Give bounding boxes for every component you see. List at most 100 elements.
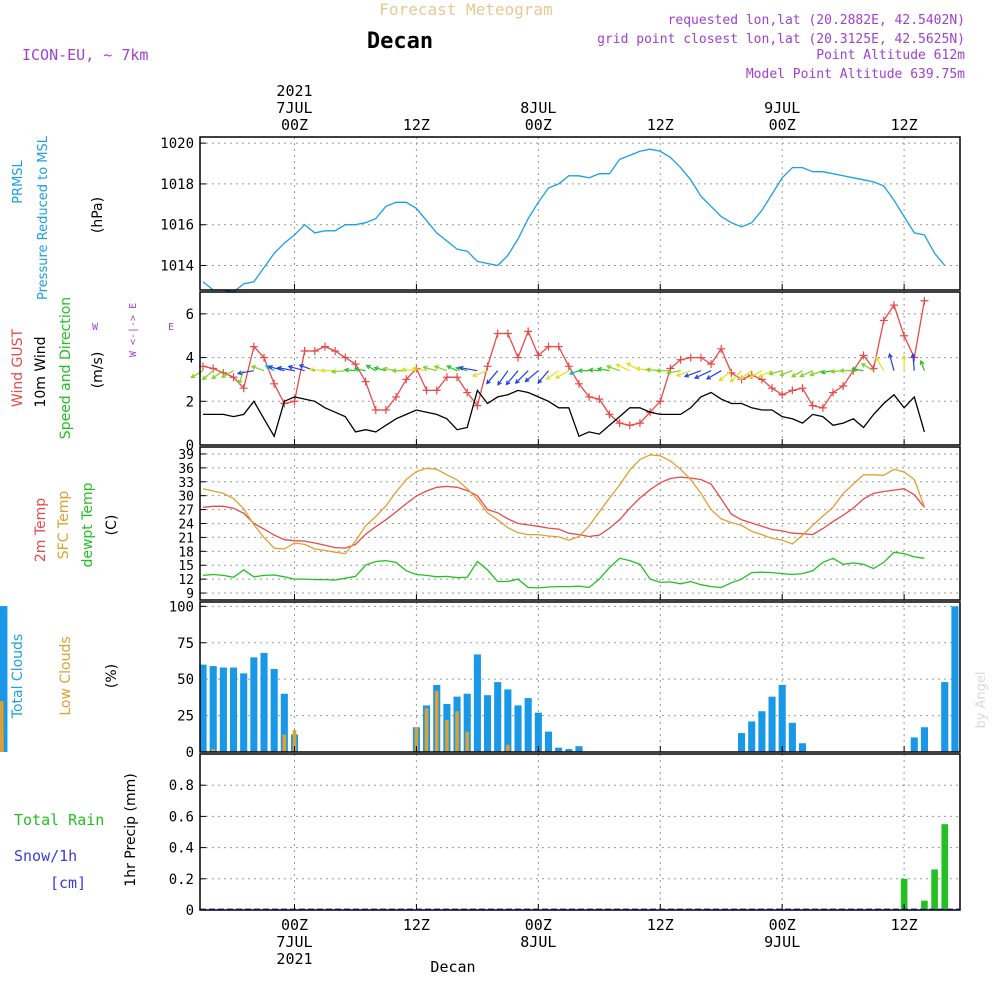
- y-tick-label: 0.4: [169, 841, 194, 857]
- wind-arrow-head: [471, 372, 477, 378]
- wind-arrow-head: [577, 368, 583, 374]
- y-tick-label: 18: [178, 545, 194, 560]
- wind-arrow: [515, 370, 529, 384]
- y-tick-label: 4: [186, 351, 194, 367]
- gust-marker: [320, 342, 329, 351]
- watermark: by Angel: [974, 671, 989, 728]
- wind-arrow: [277, 367, 295, 372]
- gust-marker: [371, 406, 380, 415]
- wind-arrow: [434, 365, 448, 372]
- y-tick-label: 25: [177, 709, 194, 725]
- low-cloud-bar: [445, 719, 449, 752]
- total-cloud-bar: [910, 737, 918, 752]
- gust-marker: [270, 379, 279, 388]
- wind-arrow-head: [757, 373, 764, 378]
- top-time-label: 00Z: [525, 116, 552, 134]
- y-tick-label: 100: [169, 599, 194, 615]
- total-cloud-bar: [575, 746, 583, 752]
- gust-marker: [574, 379, 583, 388]
- gust-marker: [585, 392, 594, 401]
- wind-arrow-head: [319, 368, 325, 374]
- total-cloud-bar: [748, 721, 756, 752]
- wind-arrow-head: [267, 365, 273, 370]
- y-tick-label: 0: [186, 745, 194, 761]
- wind-arrow: [749, 370, 763, 379]
- top-time-label: 2021: [276, 82, 312, 100]
- wind-arrow: [791, 370, 803, 378]
- wind-arrow: [920, 360, 926, 371]
- gust-marker: [554, 342, 563, 351]
- pressure-unit: (hPa): [90, 197, 106, 233]
- wind-arrow-head: [391, 368, 397, 374]
- gust-marker: [432, 386, 441, 395]
- total-cloud-bar: [494, 682, 502, 752]
- series-line-sfc-temp: [202, 454, 926, 555]
- panel-wind: 0 2 4 6: [186, 291, 961, 454]
- y-tick-label: 0.2: [169, 872, 194, 888]
- total-cloud-bar: [534, 712, 542, 752]
- y-tick-label: 0: [186, 903, 194, 919]
- wind-arrow-head: [910, 352, 916, 358]
- gust-marker: [402, 375, 411, 384]
- wind-arrow-head: [545, 375, 551, 380]
- total-cloud-bar: [941, 682, 949, 752]
- temp2m-label: 2m Temp: [33, 498, 49, 562]
- gust-marker: [392, 392, 401, 401]
- gust-marker: [818, 403, 827, 412]
- pressure-label: PRMSL: [11, 159, 26, 203]
- wind-arrow-head: [287, 364, 293, 370]
- wind-arrow-head: [446, 365, 452, 370]
- footer-location: Decan: [430, 958, 475, 976]
- gust-marker: [808, 401, 817, 410]
- wind-arrow-head: [675, 372, 681, 377]
- gust-marker: [331, 347, 340, 356]
- total-cloud-bar: [951, 606, 959, 752]
- wind-arrow: [569, 370, 580, 375]
- y-tick-label: 2: [186, 394, 194, 410]
- wind-arrow-head: [458, 365, 464, 371]
- gust-marker: [503, 329, 512, 338]
- panel-precipitation: 0 0.2 0.4 0.6 0.8: [169, 753, 961, 919]
- total-cloud-bar: [250, 657, 258, 752]
- wind-arrow-head: [373, 366, 379, 371]
- wind-arrow-head: [298, 364, 304, 369]
- gust-marker: [656, 397, 665, 406]
- wind-arrow-head: [497, 380, 502, 386]
- series-line-10m-wind: [203, 388, 926, 438]
- wind-label: 10m Wind: [33, 336, 49, 407]
- panel-frame: [199, 136, 961, 291]
- wind-arrow: [412, 367, 427, 372]
- rain-bar: [941, 824, 949, 910]
- total-cloud-bar: [920, 727, 928, 752]
- gust-marker: [686, 353, 695, 362]
- gridpoint-coords: grid point closest lon,lat (20.3125E, 42…: [597, 32, 965, 47]
- gust-marker: [361, 377, 370, 386]
- temp-unit: (C): [104, 515, 120, 536]
- wind-arrow-head: [820, 369, 826, 375]
- gust-marker: [707, 360, 716, 369]
- requested-coords: requested lon,lat (20.2882E, 42.5402N): [668, 13, 965, 28]
- wind-arrow: [589, 369, 600, 372]
- wind-arrow-head: [839, 368, 845, 374]
- gust-marker: [351, 360, 360, 369]
- gust-marker: [229, 373, 238, 382]
- total-cloud-bar: [737, 733, 746, 752]
- y-tick-label: 27: [178, 504, 194, 519]
- wind-unit: (m/s): [90, 352, 106, 389]
- total-cloud-bar: [524, 698, 532, 752]
- bottom-time-label: 00Z: [769, 916, 796, 934]
- gust-marker: [463, 388, 472, 397]
- wind-arrow: [546, 370, 560, 380]
- bottom-time-label: 00Z: [281, 916, 308, 934]
- gust-marker: [300, 347, 309, 356]
- y-tick-label: 30: [178, 490, 194, 505]
- total-clouds-label: Total Clouds: [10, 634, 26, 719]
- y-tick-label: 1018: [160, 177, 194, 193]
- total-cloud-bar: [240, 673, 248, 752]
- wind-arrow-head: [791, 372, 797, 378]
- gust-marker: [483, 362, 492, 371]
- total-cloud-bar: [555, 747, 563, 752]
